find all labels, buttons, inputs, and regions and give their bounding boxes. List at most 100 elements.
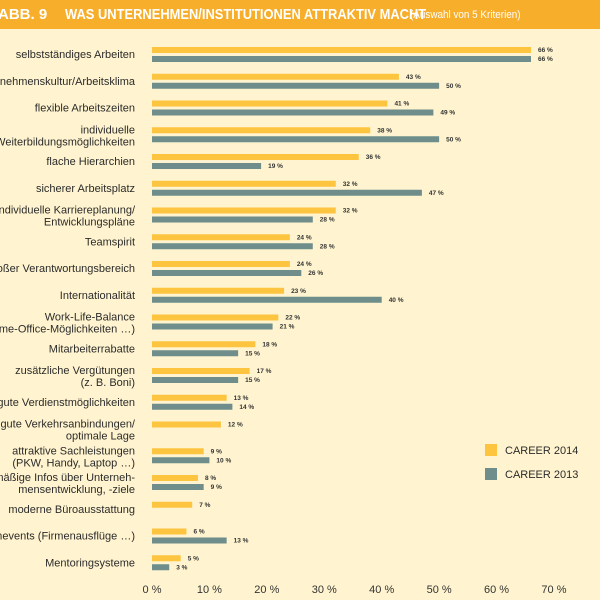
bar-2014 (152, 261, 290, 267)
category-label: gute Verkehrsanbindungen/optimale Lage (0, 419, 135, 443)
x-tick-label: 0 % (143, 584, 162, 596)
value-label-2014: 22 % (285, 315, 300, 322)
legend-label-2014: CAREER 2014 (505, 445, 578, 457)
category-label: gute Verdienstmöglichkeiten (0, 397, 135, 409)
category-label: Unternehmenskultur/Arbeitsklima (0, 76, 136, 88)
category-label: Teamevents (Firmenausflüge …) (0, 531, 135, 543)
header-bar: ABB. 9 WAS UNTERNEHMEN/INSTITUTIONEN ATT… (0, 0, 600, 29)
value-label-2013: 21 % (280, 324, 295, 331)
bar-2014 (152, 421, 221, 428)
bar-2013 (152, 82, 440, 89)
bar-2014 (152, 475, 198, 481)
value-label-2014: 13 % (234, 395, 249, 402)
legend-swatch-2014 (485, 444, 497, 456)
category-label: moderne Büroausstattung (8, 504, 135, 516)
value-label-2014: 24 % (297, 261, 312, 268)
bar-2013 (152, 270, 302, 276)
value-label-2014: 9 % (211, 448, 222, 455)
value-label-2013: 40 % (389, 297, 404, 304)
category-label: regelmäßige Infos über Unterneh-mensentw… (0, 472, 135, 496)
value-label-2014: 43 % (406, 74, 421, 81)
bar-2013 (152, 484, 204, 490)
bar-2014 (152, 501, 193, 508)
value-label-2013: 66 % (538, 56, 553, 63)
bar-2014 (152, 287, 285, 294)
value-label-2013: 49 % (440, 110, 455, 117)
bar-2014 (152, 448, 204, 455)
category-label: Mitarbeiterrabatte (49, 343, 135, 355)
value-label-2013: 26 % (308, 270, 323, 277)
category-label: individuelle Karriereplanung/Entwicklung… (0, 205, 136, 229)
value-label-2013: 19 % (268, 163, 283, 170)
bar-2014 (152, 47, 531, 53)
bar-2013 (152, 403, 233, 410)
category-label: zusätzliche Vergütungen (z. B. Boni) (15, 365, 135, 389)
value-label-2014: 24 % (297, 234, 312, 241)
bar-2014 (152, 341, 256, 348)
bar-2014 (152, 314, 279, 321)
bar-2013 (152, 350, 239, 357)
bar-2014 (152, 127, 371, 134)
value-label-2014: 66 % (538, 47, 553, 54)
x-tick-label: 60 % (484, 584, 509, 596)
category-label: Internationalität (60, 290, 135, 302)
value-label-2013: 10 % (216, 457, 231, 464)
bar-2013 (152, 377, 239, 383)
value-label-2014: 6 % (193, 529, 204, 536)
value-label-2014: 8 % (205, 475, 216, 482)
bar-2014 (152, 100, 388, 107)
value-label-2013: 15 % (245, 350, 260, 357)
bar-2013 (152, 537, 227, 544)
bar-2014 (152, 180, 336, 187)
bar-2013 (152, 243, 313, 250)
x-tick-label: 40 % (369, 584, 394, 596)
value-label-2014: 18 % (262, 341, 277, 348)
category-label: attraktive Sachleistungen (PKW, Handy, La… (12, 445, 135, 469)
x-tick-label: 20 % (254, 584, 279, 596)
value-label-2014: 36 % (366, 154, 381, 161)
category-label: flexible Arbeitszeiten (35, 103, 135, 115)
value-label-2013: 50 % (446, 83, 461, 90)
value-label-2013: 13 % (234, 538, 249, 545)
bar-2013 (152, 296, 382, 303)
x-tick-label: 10 % (197, 584, 222, 596)
value-label-2013: 3 % (176, 564, 187, 571)
legend-swatch-2013 (485, 468, 497, 480)
value-label-2013: 50 % (446, 136, 461, 143)
bar-2013 (152, 136, 440, 143)
category-label: individuelle Weiterbildungsmöglichkeiten (0, 124, 135, 148)
bar-2013 (152, 457, 210, 464)
value-label-2014: 32 % (343, 208, 358, 215)
figure-label: ABB. 9 (0, 6, 48, 23)
bar-2014 (152, 154, 359, 160)
bar-2014 (152, 394, 227, 401)
bar-2014 (152, 528, 187, 535)
legend-label-2013: CAREER 2013 (505, 469, 578, 481)
bar-2013 (152, 56, 531, 62)
bar-2013 (152, 564, 170, 571)
value-label-2013: 47 % (429, 190, 444, 197)
bar-2014 (152, 73, 399, 80)
value-label-2014: 17 % (257, 368, 272, 375)
chart-subtitle: (Auswahl von 5 Kriterien) (410, 9, 521, 21)
value-label-2013: 28 % (320, 243, 335, 250)
value-label-2014: 7 % (199, 502, 210, 509)
value-label-2014: 38 % (377, 127, 392, 134)
category-label: sicherer Arbeitsplatz (36, 183, 135, 195)
x-tick-label: 50 % (427, 584, 452, 596)
category-label: flache Hierarchien (46, 156, 135, 168)
bar-2013 (152, 163, 262, 169)
category-label: Work-Life-Balance(Home-Office-Möglichkei… (0, 312, 135, 336)
bar-2013 (152, 189, 422, 196)
category-label: Mentoringsysteme (45, 557, 135, 569)
category-label: selbstständiges Arbeiten (16, 49, 135, 61)
bar-2013 (152, 216, 313, 223)
bar-2014 (152, 207, 336, 214)
bar-2014 (152, 555, 181, 562)
value-label-2014: 23 % (291, 288, 306, 295)
value-label-2013: 15 % (245, 377, 260, 384)
category-label: Teamspirit (85, 236, 135, 248)
category-label: großer Verantwortungsbereich (0, 263, 135, 275)
x-tick-label: 70 % (541, 584, 566, 596)
